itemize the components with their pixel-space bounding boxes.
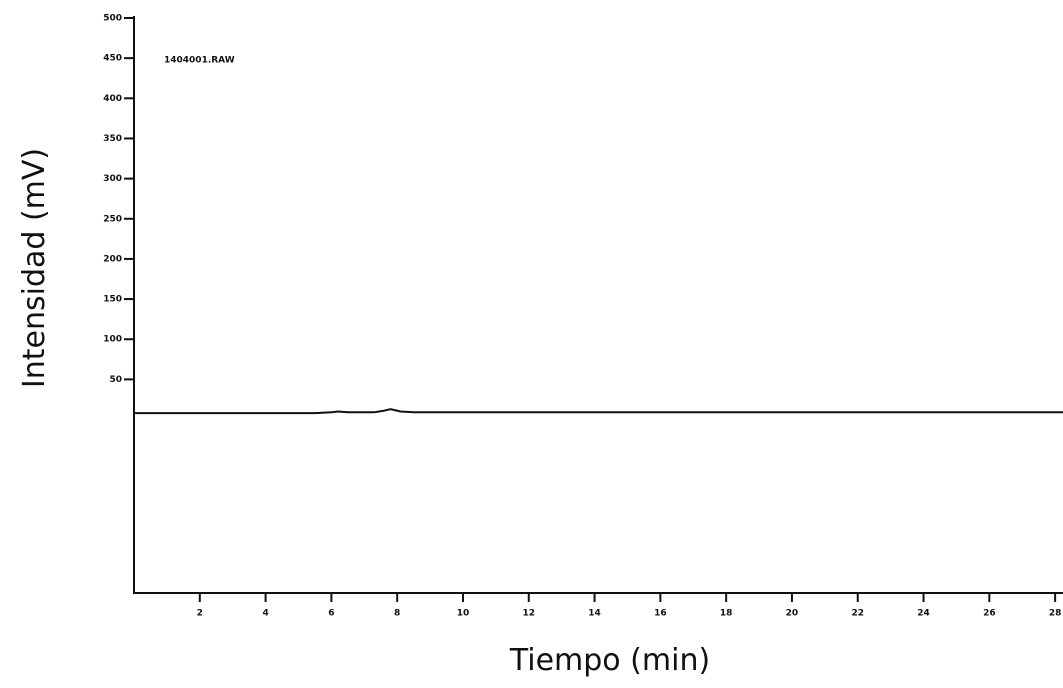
x-tick-label: 10 bbox=[457, 609, 470, 619]
x-tick-label: 8 bbox=[394, 609, 400, 619]
x-tick-label: 26 bbox=[983, 609, 996, 619]
y-tick-label: 150 bbox=[103, 295, 122, 305]
x-axis-title: Tiempo (min) bbox=[509, 643, 710, 678]
x-tick-label: 28 bbox=[1049, 609, 1062, 619]
x-tick-label: 6 bbox=[328, 609, 334, 619]
x-tick-label: 24 bbox=[917, 609, 930, 619]
x-tick-label: 16 bbox=[654, 609, 667, 619]
y-axis-title: Intensidad (mV) bbox=[17, 148, 52, 388]
x-tick-label: 18 bbox=[720, 609, 733, 619]
x-tick-label: 4 bbox=[262, 609, 268, 619]
y-tick-label: 100 bbox=[103, 335, 122, 345]
y-tick-label: 200 bbox=[103, 254, 122, 264]
x-tick-label: 22 bbox=[851, 609, 864, 619]
y-tick-label: 300 bbox=[103, 174, 122, 184]
annotation: 1404001.RAW bbox=[164, 56, 235, 66]
trace bbox=[134, 408, 1063, 415]
x-tick-label: 14 bbox=[588, 609, 601, 619]
y-tick-label: 450 bbox=[103, 54, 122, 64]
y-tick-label: 50 bbox=[109, 375, 122, 385]
x-tick-label: 20 bbox=[786, 609, 799, 619]
y-tick-label: 350 bbox=[103, 134, 122, 144]
y-tick-label: 250 bbox=[103, 214, 122, 224]
y-tick-label: 500 bbox=[103, 14, 122, 24]
x-tick-label: 2 bbox=[197, 609, 203, 619]
x-tick-label: 12 bbox=[523, 609, 536, 619]
y-tick-label: 400 bbox=[103, 94, 122, 104]
